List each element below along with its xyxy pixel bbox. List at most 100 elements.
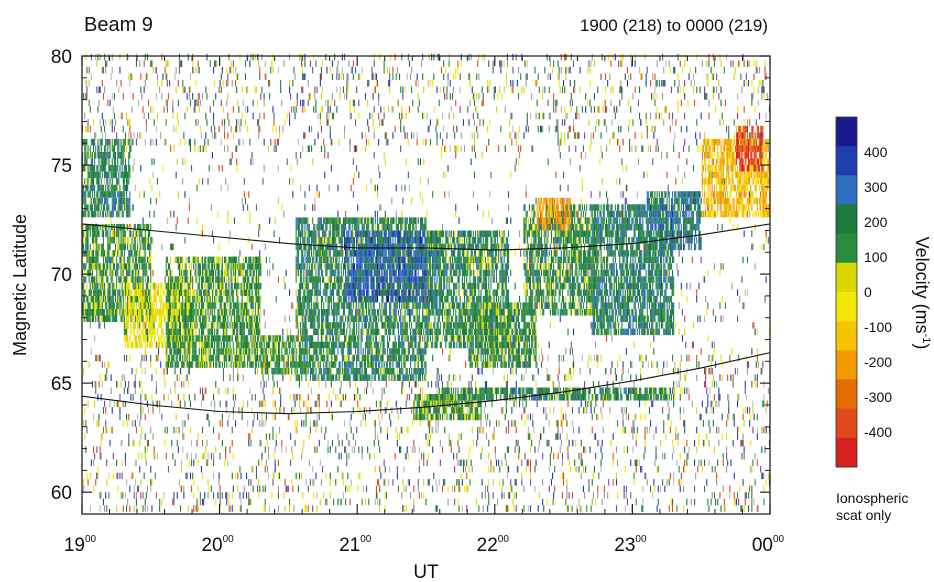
heatmap-cell xyxy=(191,354,193,362)
heatmap-cell xyxy=(187,295,189,303)
heatmap-cell xyxy=(189,138,191,146)
heatmap-cell xyxy=(200,400,202,408)
heatmap-cell xyxy=(161,53,163,61)
heatmap-cell xyxy=(158,322,160,329)
heatmap-cell xyxy=(304,348,306,355)
heatmap-cell xyxy=(346,86,348,94)
heatmap-cell xyxy=(111,171,113,179)
heatmap-cell xyxy=(329,250,331,257)
heatmap-cell xyxy=(304,106,306,113)
heatmap-cell xyxy=(242,492,244,499)
heatmap-cell xyxy=(305,295,307,303)
heatmap-cell xyxy=(90,210,92,218)
heatmap-cell xyxy=(161,322,163,329)
heatmap-cell xyxy=(187,256,189,264)
heatmap-cell xyxy=(317,315,319,323)
heatmap-cell xyxy=(175,426,177,434)
heatmap-cell xyxy=(150,295,152,303)
heatmap-cell xyxy=(97,230,99,238)
heatmap-cell xyxy=(175,171,177,179)
heatmap-cell xyxy=(304,302,306,309)
heatmap-cell xyxy=(255,289,257,296)
heatmap-cell xyxy=(156,178,158,185)
heatmap-cell xyxy=(120,112,122,120)
heatmap-cell xyxy=(229,295,231,303)
heatmap-cell xyxy=(335,282,337,290)
heatmap-cell xyxy=(248,498,250,506)
heatmap-cell xyxy=(258,479,260,486)
heatmap-cell xyxy=(338,452,340,460)
heatmap-cell xyxy=(142,223,144,231)
heatmap-cell xyxy=(127,302,129,309)
heatmap-cell xyxy=(112,282,114,290)
heatmap-cell xyxy=(320,302,322,309)
heatmap-cell xyxy=(228,348,230,355)
heatmap-cell xyxy=(181,269,183,277)
heatmap-cell xyxy=(320,341,322,349)
heatmap-cell xyxy=(324,341,326,349)
heatmap-cell xyxy=(337,302,339,309)
heatmap-cell xyxy=(139,282,141,290)
heatmap-cell xyxy=(99,374,101,381)
heatmap-cell xyxy=(194,394,196,401)
heatmap-cell xyxy=(314,328,316,336)
heatmap-cell xyxy=(100,145,102,152)
heatmap-cell xyxy=(133,263,135,270)
heatmap-cell xyxy=(90,459,92,467)
heatmap-cell xyxy=(300,243,302,251)
heatmap-cell xyxy=(340,400,342,408)
heatmap-cell xyxy=(236,289,238,296)
heatmap-cell xyxy=(185,335,187,342)
heatmap-cell xyxy=(172,361,174,368)
heatmap-cell xyxy=(346,367,348,375)
heatmap-cell xyxy=(182,354,184,362)
heatmap-cell xyxy=(159,407,161,414)
heatmap-cell xyxy=(252,53,254,61)
heatmap-cell xyxy=(297,302,299,309)
heatmap-cell xyxy=(226,328,228,336)
heatmap-cell xyxy=(307,394,309,401)
heatmap-cell xyxy=(312,322,314,329)
heatmap-cell xyxy=(169,361,171,368)
heatmap-cell xyxy=(86,269,88,277)
heatmap-cell xyxy=(326,119,328,126)
heatmap-cell xyxy=(351,223,353,231)
heatmap-cell xyxy=(238,263,240,270)
heatmap-cell xyxy=(241,354,243,362)
heatmap-cell xyxy=(112,184,114,192)
heatmap-cell xyxy=(182,282,184,290)
heatmap-cell xyxy=(214,322,216,329)
heatmap-cell xyxy=(180,485,182,493)
heatmap-cell xyxy=(101,263,103,270)
heatmap-cell xyxy=(171,348,173,355)
heatmap-cell xyxy=(128,322,130,329)
heatmap-cell xyxy=(265,335,267,342)
heatmap-cell xyxy=(342,230,344,238)
heatmap-cell xyxy=(331,341,333,349)
heatmap-cell xyxy=(104,86,106,94)
heatmap-cell xyxy=(178,60,180,67)
heatmap-cell xyxy=(186,322,188,329)
heatmap-cell xyxy=(107,315,109,323)
heatmap-cell xyxy=(127,289,129,296)
heatmap-cell xyxy=(338,335,340,342)
heatmap-cell xyxy=(106,459,108,467)
heatmap-cell xyxy=(182,295,184,303)
heatmap-cell xyxy=(180,256,182,264)
heatmap-cell xyxy=(226,322,228,329)
heatmap-cell xyxy=(181,282,183,290)
heatmap-cell xyxy=(167,282,169,290)
heatmap-cell xyxy=(174,328,176,336)
heatmap-cell xyxy=(340,452,342,460)
heatmap-cell xyxy=(351,315,353,323)
heatmap-cell xyxy=(221,165,223,172)
heatmap-cell xyxy=(213,426,215,434)
heatmap-cell xyxy=(185,328,187,336)
heatmap-cell xyxy=(314,289,316,296)
heatmap-cell xyxy=(89,243,91,251)
heatmap-cell xyxy=(186,315,188,323)
heatmap-cell xyxy=(184,354,186,362)
heatmap-cell xyxy=(173,282,175,290)
heatmap-cell xyxy=(300,217,302,224)
heatmap-cell xyxy=(307,335,309,342)
